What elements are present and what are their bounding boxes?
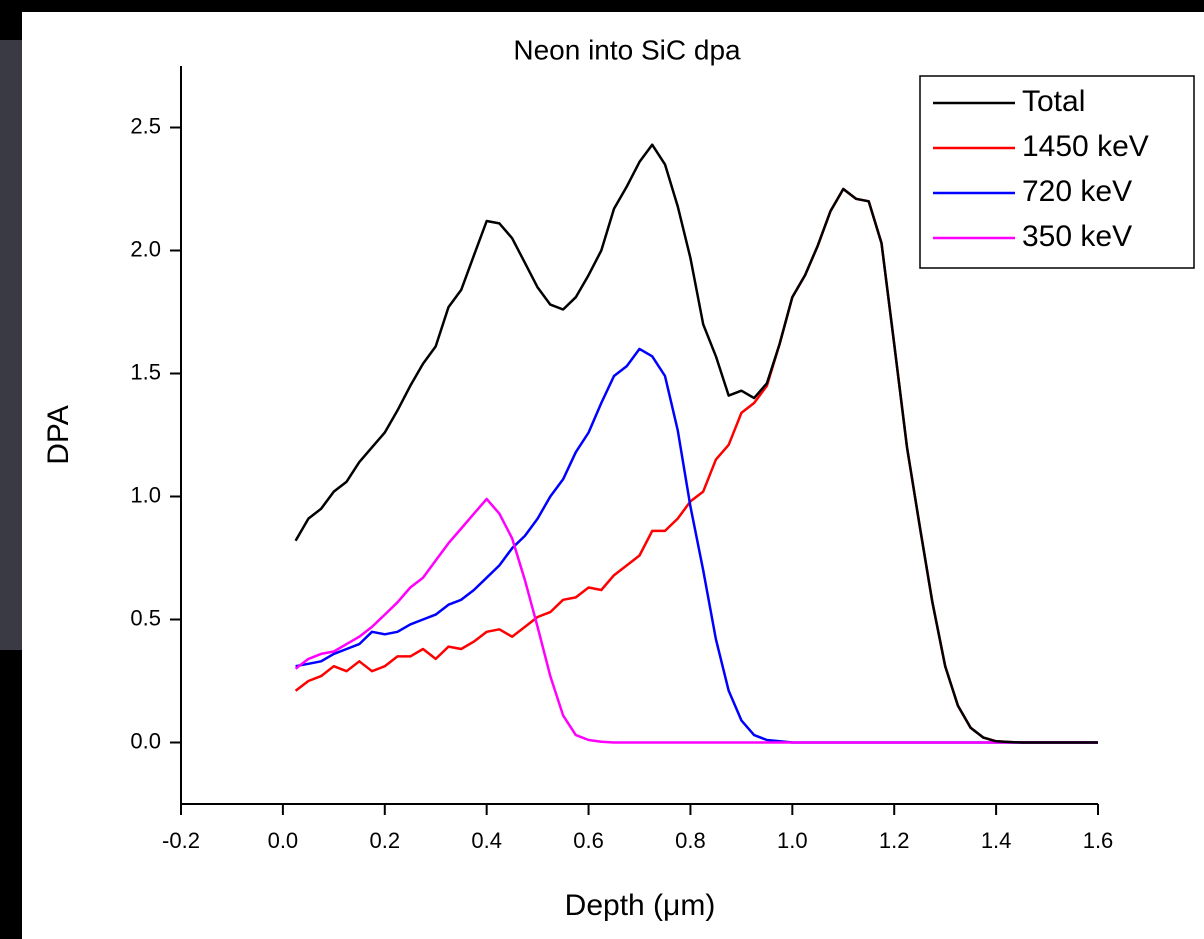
y-tick-label: 0.0: [130, 728, 161, 753]
x-tick-label: 1.0: [777, 828, 808, 853]
legend-box: [919, 75, 1195, 269]
series-line: [294, 143, 1098, 744]
y-axis-label: DPA: [42, 405, 75, 464]
series-line: [294, 497, 1098, 744]
y-tick-label: 1.0: [130, 482, 161, 507]
photo-edge: [0, 40, 22, 650]
y-tick-label: 1.5: [130, 359, 161, 384]
x-tick-label: 1.2: [879, 828, 910, 853]
x-tick-label: 1.4: [981, 828, 1012, 853]
x-tick-label: 0.8: [675, 828, 706, 853]
legend-label: Total: [1022, 85, 1085, 118]
y-tick-label: 0.5: [130, 605, 161, 630]
x-tick-label: 1.6: [1083, 828, 1114, 853]
x-axis-label: Depth (μm): [565, 889, 716, 922]
x-tick-label: 0.4: [471, 828, 502, 853]
legend-label: 720 keV: [1022, 175, 1132, 208]
legend-label: 1450 keV: [1022, 130, 1149, 163]
x-tick-label: 0.6: [573, 828, 604, 853]
y-tick-label: 2.5: [130, 113, 161, 138]
chart-title: Neon into SiC dpa: [513, 34, 741, 65]
legend-label: 350 keV: [1022, 220, 1132, 253]
x-tick-label: -0.2: [162, 828, 200, 853]
x-tick-label: 0.2: [369, 828, 400, 853]
y-tick-label: 2.0: [130, 236, 161, 261]
x-tick-label: 0.0: [268, 828, 299, 853]
